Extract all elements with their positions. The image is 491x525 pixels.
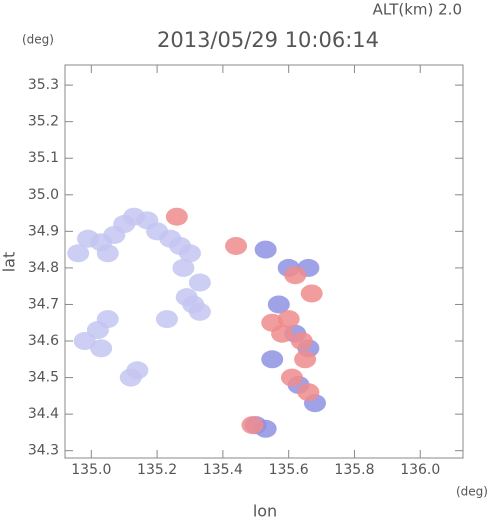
echo-region — [300, 284, 323, 303]
echo-region — [284, 266, 307, 285]
y-axis-label: lat — [0, 252, 19, 273]
y-tick-label: 34.4 — [28, 406, 59, 422]
y-tick-label: 34.9 — [28, 223, 59, 239]
echo-region — [241, 416, 264, 435]
y-unit: (deg) — [22, 33, 54, 47]
x-axis-label: lon — [253, 502, 277, 521]
marks — [67, 207, 326, 438]
y-tick-label: 35.1 — [28, 150, 59, 166]
echo-region — [225, 236, 248, 255]
echo-region — [67, 244, 90, 263]
y-tick-label: 34.3 — [28, 443, 59, 459]
echo-region — [165, 207, 188, 226]
echo-region — [294, 350, 317, 369]
echo-region — [96, 244, 119, 263]
x-tick-label: 135.8 — [334, 462, 374, 478]
y-tick-label: 35.0 — [28, 187, 59, 203]
y-tick-label: 34.6 — [28, 333, 59, 349]
x-unit: (deg) — [456, 485, 488, 499]
echo-region — [280, 368, 303, 387]
chart-title: 2013/05/29 10:06:14 — [157, 28, 379, 52]
echo-region — [172, 258, 195, 277]
y-tick-label: 34.7 — [28, 296, 59, 312]
annotation: ALT(km) 2.0 — [373, 1, 462, 19]
echo-region — [188, 273, 211, 292]
y-tick-label: 35.2 — [28, 114, 59, 130]
y-tick-label: 35.3 — [28, 77, 59, 93]
plot-frame — [64, 64, 464, 459]
echo-region — [126, 361, 149, 380]
echo-region — [90, 339, 113, 358]
echo-region — [188, 302, 211, 321]
echo-region — [175, 288, 198, 307]
x-tick-label: 136.0 — [400, 462, 440, 478]
echo-region — [261, 350, 284, 369]
echo-region — [96, 310, 119, 329]
echo-region — [297, 383, 320, 402]
echo-region — [267, 295, 290, 314]
y-tick-label: 34.5 — [28, 370, 59, 386]
x-tick-label: 135.4 — [203, 462, 243, 478]
echo-region — [290, 332, 313, 351]
echo-region — [261, 313, 284, 332]
x-tick-label: 135.6 — [269, 462, 309, 478]
echo-region — [254, 240, 277, 259]
y-tick-label: 34.8 — [28, 260, 59, 276]
echo-region — [73, 332, 96, 351]
echo-region — [178, 244, 201, 263]
echo-region — [155, 310, 178, 329]
x-tick-label: 135.0 — [71, 462, 111, 478]
x-tick-label: 135.2 — [137, 462, 177, 478]
